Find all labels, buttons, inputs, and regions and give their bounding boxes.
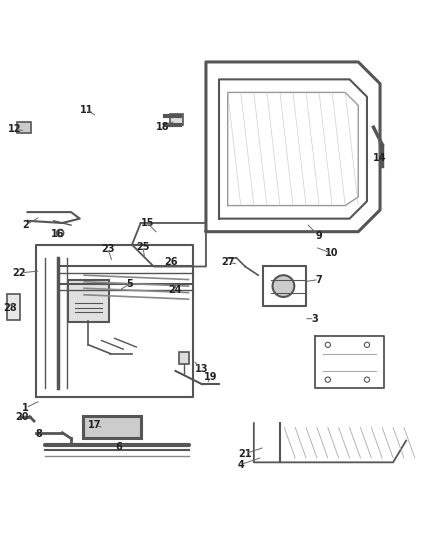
Text: 16: 16 bbox=[51, 229, 65, 239]
Text: 8: 8 bbox=[35, 429, 42, 439]
Text: 12: 12 bbox=[8, 124, 21, 134]
Text: 15: 15 bbox=[141, 218, 154, 228]
Text: 26: 26 bbox=[164, 257, 178, 267]
Text: 27: 27 bbox=[221, 257, 234, 267]
Text: 21: 21 bbox=[238, 449, 252, 458]
FancyBboxPatch shape bbox=[83, 416, 141, 439]
Text: 11: 11 bbox=[80, 105, 93, 115]
FancyBboxPatch shape bbox=[67, 280, 110, 322]
Text: 3: 3 bbox=[311, 314, 318, 324]
Text: 9: 9 bbox=[316, 231, 322, 241]
Text: 28: 28 bbox=[4, 303, 17, 313]
Text: 13: 13 bbox=[195, 364, 208, 374]
Text: 7: 7 bbox=[316, 274, 322, 285]
Text: 18: 18 bbox=[155, 122, 169, 132]
Text: 10: 10 bbox=[325, 248, 339, 259]
Text: 19: 19 bbox=[204, 373, 217, 383]
Text: 4: 4 bbox=[237, 459, 244, 470]
Text: 5: 5 bbox=[127, 279, 133, 289]
FancyBboxPatch shape bbox=[170, 114, 183, 125]
FancyBboxPatch shape bbox=[7, 294, 20, 320]
Text: 20: 20 bbox=[16, 411, 29, 422]
Text: 6: 6 bbox=[116, 442, 122, 452]
Text: 2: 2 bbox=[22, 220, 29, 230]
FancyBboxPatch shape bbox=[179, 352, 189, 365]
Text: 24: 24 bbox=[169, 286, 182, 295]
Text: 17: 17 bbox=[88, 421, 102, 430]
Circle shape bbox=[272, 275, 294, 297]
Text: 14: 14 bbox=[373, 152, 387, 163]
Text: 1: 1 bbox=[22, 403, 29, 413]
Text: 22: 22 bbox=[12, 268, 25, 278]
Text: 23: 23 bbox=[101, 244, 115, 254]
FancyBboxPatch shape bbox=[17, 122, 31, 133]
Text: 25: 25 bbox=[136, 242, 150, 252]
